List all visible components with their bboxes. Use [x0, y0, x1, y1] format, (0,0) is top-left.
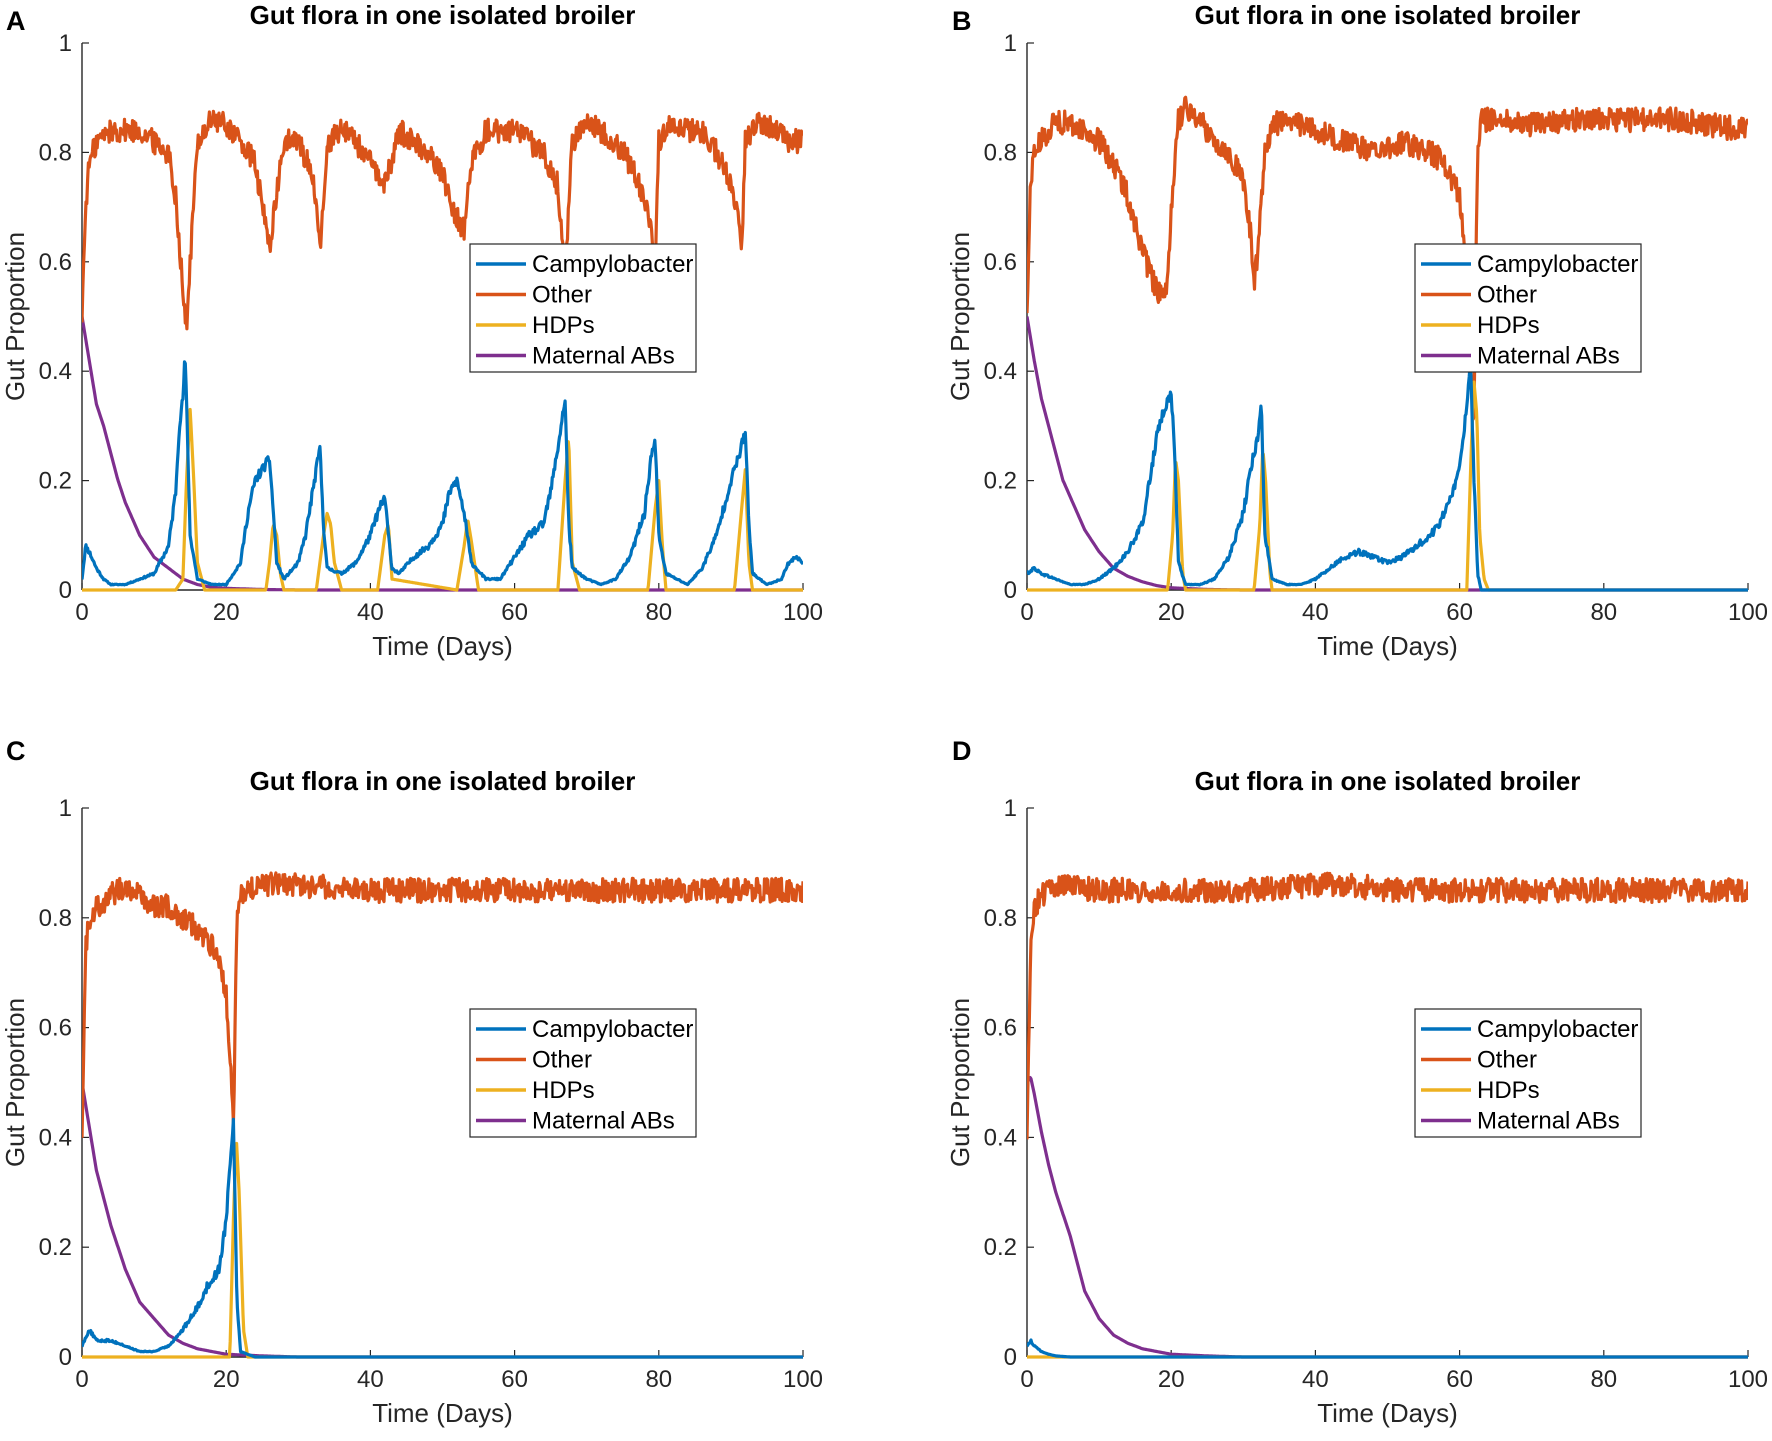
- x-tick-label: 60: [501, 599, 528, 626]
- chart-panel-b: B Gut flora in one isolated broiler 0 20 40 6…: [945, 0, 1768, 661]
- y-tick-label: 0.2: [984, 468, 1017, 495]
- y-tick-label: 0: [59, 577, 72, 604]
- series-line-hdps: [1027, 380, 1748, 592]
- x-tick-label: 40: [1302, 599, 1329, 626]
- y-tick-label: 0.2: [39, 1234, 72, 1261]
- y-axis-label: Gut Proportion: [945, 232, 975, 401]
- y-tick-label: 0.4: [39, 1124, 72, 1151]
- chart-panel-c: C Gut flora in one isolated broiler 0 20 40 6…: [0, 736, 823, 1428]
- x-tick-label: 100: [783, 599, 823, 626]
- y-tick-label: 0.8: [39, 905, 72, 932]
- series-line-campylobacter: [1027, 1338, 1748, 1359]
- legend-entry: HDPs: [532, 1077, 595, 1104]
- y-tick-label: 0: [1004, 1344, 1017, 1371]
- y-tick-label: 0.8: [984, 905, 1017, 932]
- y-tick-label: 0.6: [39, 249, 72, 276]
- legend-entry: Maternal ABs: [532, 1108, 675, 1135]
- y-tick-label: 0.6: [984, 1015, 1017, 1042]
- chart-title: Gut flora in one isolated broiler: [250, 0, 636, 30]
- x-tick-label: 60: [1446, 599, 1473, 626]
- x-tick-label: 40: [1302, 1366, 1329, 1393]
- x-tick-label: 20: [1158, 599, 1185, 626]
- y-tick-label: 0.6: [984, 249, 1017, 276]
- x-tick-label: 80: [1590, 1366, 1617, 1393]
- y-tick-label: 0: [1004, 577, 1017, 604]
- series-line-other: [1027, 95, 1748, 421]
- x-tick-label: 40: [357, 599, 384, 626]
- legend-entry: Campylobacter: [1477, 251, 1638, 278]
- chart-panel-d: D Gut flora in one isolated broiler 0 20 40 6…: [945, 736, 1768, 1428]
- legend-entry: HDPs: [532, 312, 595, 339]
- x-tick-label: 100: [783, 1366, 823, 1393]
- legend-entry: Other: [532, 282, 592, 309]
- series-line-campylobacter: [1027, 364, 1748, 592]
- x-tick-label: 20: [213, 1366, 240, 1393]
- legend-entry: Other: [1477, 1047, 1537, 1074]
- x-axis-label: Time (Days): [1317, 1398, 1458, 1428]
- x-tick-label: 20: [213, 599, 240, 626]
- x-axis-label: Time (Days): [1317, 631, 1458, 661]
- y-tick-label: 0.8: [984, 139, 1017, 166]
- y-tick-label: 1: [1004, 30, 1017, 57]
- y-axis-label: Gut Proportion: [0, 232, 30, 401]
- panel-letter: C: [6, 736, 26, 766]
- x-tick-label: 0: [75, 599, 88, 626]
- y-tick-label: 1: [59, 795, 72, 822]
- y-axis-label: Gut Proportion: [0, 998, 30, 1167]
- legend-box: [1414, 243, 1642, 373]
- legend-entry: Maternal ABs: [1477, 1108, 1620, 1135]
- legend-entry: HDPs: [1477, 1077, 1540, 1104]
- y-tick-label: 0.4: [39, 358, 72, 385]
- x-tick-label: 0: [1020, 599, 1033, 626]
- legend-entry: Other: [1477, 282, 1537, 309]
- x-tick-label: 100: [1728, 599, 1768, 626]
- legend-entry: Other: [532, 1047, 592, 1074]
- chart-title: Gut flora in one isolated broiler: [250, 766, 636, 796]
- x-tick-label: 0: [1020, 1366, 1033, 1393]
- x-tick-label: 100: [1728, 1366, 1768, 1393]
- y-tick-label: 0.2: [984, 1234, 1017, 1261]
- y-tick-label: 0.8: [39, 139, 72, 166]
- legend-entry: Campylobacter: [1477, 1016, 1638, 1043]
- x-tick-label: 80: [1590, 599, 1617, 626]
- y-tick-label: 1: [59, 30, 72, 57]
- panel-letter: B: [952, 6, 972, 36]
- y-axis-label: Gut Proportion: [945, 998, 975, 1167]
- chart-title: Gut flora in one isolated broiler: [1195, 0, 1581, 30]
- legend-entry: Maternal ABs: [532, 343, 675, 370]
- legend-entry: Maternal ABs: [1477, 343, 1620, 370]
- panel-letter: D: [952, 736, 972, 766]
- legend-entry: HDPs: [1477, 312, 1540, 339]
- y-tick-label: 0.2: [39, 468, 72, 495]
- series-line-other: [82, 871, 803, 1138]
- x-tick-label: 0: [75, 1366, 88, 1393]
- series-line-campylobacter: [82, 1117, 803, 1359]
- y-tick-label: 0.4: [984, 358, 1017, 385]
- x-tick-label: 80: [645, 1366, 672, 1393]
- series-line-hdps: [82, 1141, 803, 1359]
- series-line-campylobacter: [82, 360, 803, 587]
- chart-title: Gut flora in one isolated broiler: [1195, 766, 1581, 796]
- x-axis-label: Time (Days): [372, 631, 513, 661]
- y-tick-label: 0.6: [39, 1015, 72, 1042]
- x-tick-label: 80: [645, 599, 672, 626]
- series-line-other: [82, 109, 803, 331]
- legend-entry: Campylobacter: [532, 1016, 693, 1043]
- x-tick-label: 60: [1446, 1366, 1473, 1393]
- x-axis-label: Time (Days): [372, 1398, 513, 1428]
- panel-letter: A: [6, 6, 26, 36]
- x-tick-label: 40: [357, 1366, 384, 1393]
- legend-entry: Campylobacter: [532, 251, 693, 278]
- chart-panel-a: A Gut flora in one isolated broiler 0 20 40 6…: [0, 0, 823, 661]
- series-line-other: [1027, 871, 1748, 1140]
- x-tick-label: 60: [501, 1366, 528, 1393]
- y-tick-label: 0.4: [984, 1124, 1017, 1151]
- y-tick-label: 0: [59, 1344, 72, 1371]
- y-tick-label: 1: [1004, 795, 1017, 822]
- x-tick-label: 20: [1158, 1366, 1185, 1393]
